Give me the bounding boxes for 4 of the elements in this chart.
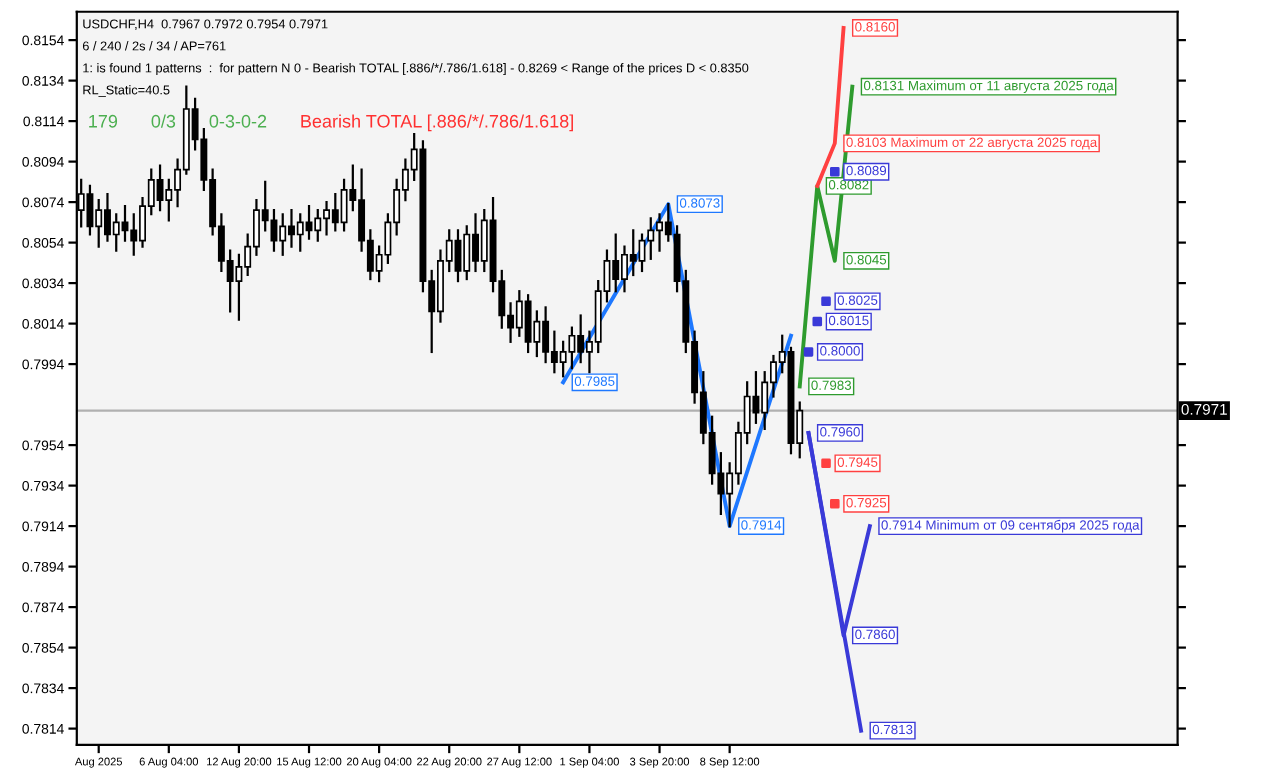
annotation: 0-3-0-2 xyxy=(209,114,267,128)
annotation: 179 xyxy=(89,114,118,128)
annotation: 0/3 xyxy=(151,114,176,128)
annotation: Bearish TOTAL [.886/*/.786/1.618] xyxy=(301,114,573,132)
